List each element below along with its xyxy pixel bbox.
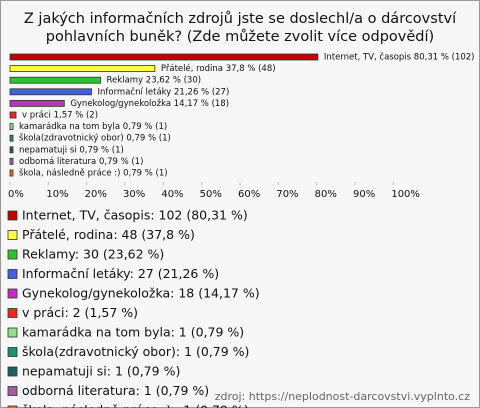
x-tick-label: 0% — [8, 189, 24, 200]
legend-swatch — [7, 366, 18, 377]
legend-label: Gynekolog/gynekoložka: 18 (14,17 %) — [22, 286, 260, 301]
legend-swatch — [7, 230, 18, 240]
x-tick-label: 50% — [200, 189, 222, 200]
legend-label: škola(zdravotnický obor): 1 (0,79 %) — [22, 344, 249, 359]
legend-swatch — [7, 386, 18, 396]
chart-title: Z jakých informačních zdrojů jste se dos… — [24, 11, 457, 27]
bar — [9, 53, 319, 61]
legend-swatch — [7, 327, 18, 338]
legend-label: škola, následně práce :) : 1 (0,79 %) — [22, 403, 249, 408]
x-tick-label: 20% — [85, 189, 107, 200]
chart-title: pohlavních buněk? (Zde můžete zvolit víc… — [46, 29, 434, 45]
bar — [9, 76, 101, 84]
legend-label: Informační letáky: 27 (21,26 %) — [22, 266, 219, 281]
x-tick-label: 90% — [353, 189, 375, 200]
bar — [9, 111, 17, 119]
legend-swatch — [7, 288, 18, 299]
x-tick-label: 10% — [46, 189, 68, 200]
x-tick-label: 40% — [161, 189, 183, 200]
legend-swatch — [7, 210, 18, 221]
data-label: Internet, TV, časopis 80,31 % (102) — [324, 52, 475, 63]
legend-swatch — [7, 308, 18, 318]
legend-swatch — [7, 269, 18, 279]
legend-label: Reklamy: 30 (23,62 %) — [22, 247, 164, 262]
legend-label: nepamatuji si: 1 (0,79 %) — [22, 364, 180, 379]
x-tick-label: 30% — [123, 189, 145, 200]
x-tick-label: 80% — [315, 189, 337, 200]
data-label: Přátelé, rodina 37,8 % (48) — [161, 63, 276, 74]
x-tick-label: 100% — [391, 189, 420, 200]
legend-swatch — [7, 347, 18, 357]
data-label: Gynekolog/gynekoložka 14,17 % (18) — [70, 99, 229, 109]
data-label: škola, následně práce :) 0,79 % (1) — [19, 168, 168, 179]
bar — [9, 134, 14, 142]
legend-label: Přátelé, rodina: 48 (37,8 %) — [22, 227, 195, 242]
bar — [9, 100, 65, 107]
legend-label: v práci: 2 (1,57 %) — [22, 305, 138, 320]
legend-label: odborná literatura: 1 (0,79 %) — [22, 383, 209, 398]
legend-swatch — [7, 405, 18, 408]
bar — [9, 65, 156, 72]
legend-label: kamarádka na tom byla: 1 (0,79 %) — [22, 325, 244, 340]
data-label: Informační letáky 21,26 % (27) — [97, 86, 229, 97]
data-label: v práci 1,57 % (2) — [22, 111, 98, 121]
bar — [9, 169, 14, 177]
data-label: Reklamy 23,62 % (30) — [107, 76, 202, 86]
data-label: kamarádka na tom byla 0,79 % (1) — [19, 122, 167, 132]
x-tick-label: 70% — [276, 189, 298, 200]
bar — [9, 157, 14, 165]
data-label: odborná literatura 0,79 % (1) — [19, 157, 143, 167]
legend-label: Internet, TV, časopis: 102 (80,31 %) — [22, 208, 248, 223]
bar — [9, 123, 14, 130]
legend-swatch — [7, 249, 18, 260]
x-tick-label: 60% — [238, 189, 260, 200]
bar — [9, 88, 92, 96]
data-label: nepamatuji si 0,79 % (1) — [19, 145, 124, 155]
data-label: škola(zdravotnický obor) 0,79 % (1) — [19, 133, 171, 144]
source: zdroj: https://neplodnost-darcovstvi.vyp… — [215, 390, 470, 403]
bar — [9, 146, 14, 154]
